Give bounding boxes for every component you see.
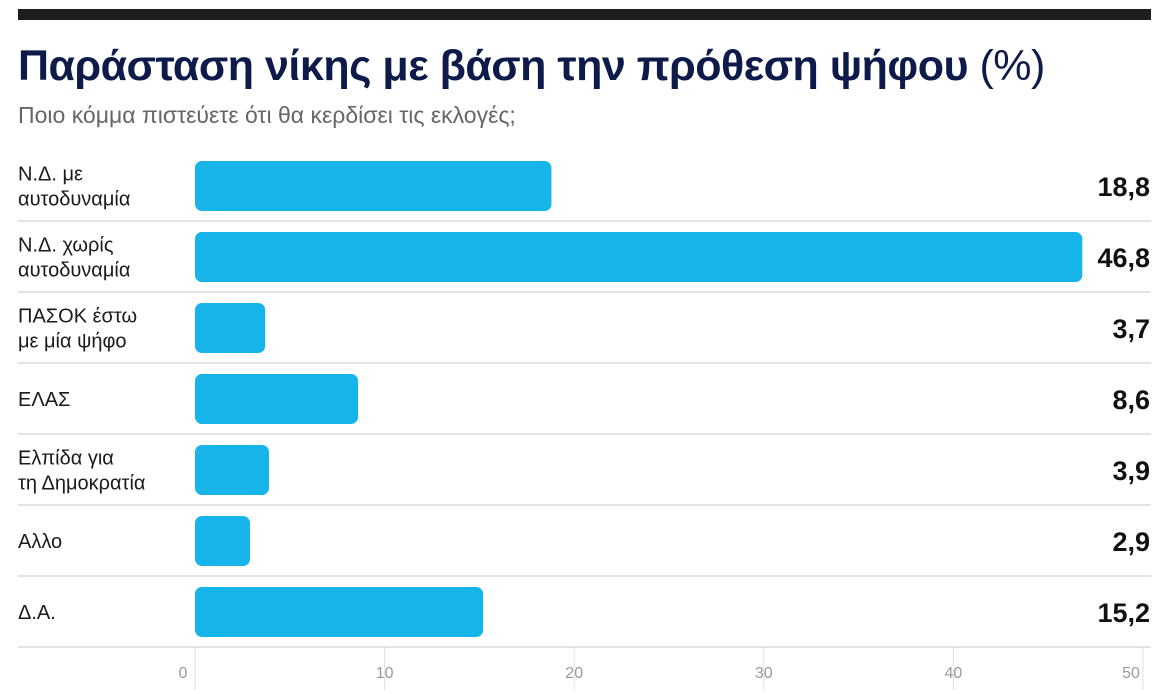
chart-subtitle: Ποιο κόμμα πιστεύετε ότι θα κερδίσει τις… (18, 102, 516, 128)
x-tick-label: 30 (755, 665, 773, 682)
value-label: 46,8 (1097, 243, 1150, 273)
category-label: Ελπίδα για τη Δημοκρατία (18, 448, 145, 495)
bar (195, 161, 552, 211)
bar (195, 587, 484, 637)
category-label-line: ΕΛΑΣ (18, 389, 70, 411)
chart-title-unit: (%) (979, 42, 1045, 90)
chart-title-text: Παράσταση νίκης με βάση την πρόθεση ψήφο… (18, 42, 968, 90)
category-label-line: Ελπίδα για (18, 448, 114, 470)
category-label: Ν.Δ. με αυτοδυναμία (18, 164, 130, 211)
value-label: 8,6 (1112, 385, 1150, 415)
x-tick-label: 20 (565, 665, 583, 682)
x-tick-label: 0 (179, 665, 188, 682)
x-tick-label: 10 (376, 665, 394, 682)
value-label: 2,9 (1112, 527, 1150, 557)
top-rule (18, 9, 1151, 20)
category-label-line: με μία ψήφο (18, 331, 127, 353)
value-label: 18,8 (1097, 172, 1150, 202)
x-tick-label: 40 (945, 665, 963, 682)
value-label: 3,9 (1112, 456, 1150, 486)
category-label-line: Δ.Α. (18, 602, 56, 624)
bar (195, 516, 250, 566)
value-label: 15,2 (1097, 598, 1150, 628)
x-tick-label: 50 (1122, 665, 1140, 682)
bar (195, 232, 1083, 282)
category-label: Αλλο (18, 531, 62, 553)
category-label: ΠΑΣΟΚ έστω με μία ψήφο (18, 306, 137, 353)
category-label-line: Ν.Δ. με (18, 164, 83, 186)
chart-title: Παράσταση νίκης με βάση την πρόθεση ψήφο… (18, 40, 1045, 92)
category-label-line: αυτοδυναμία (18, 189, 130, 211)
category-label-line: ΠΑΣΟΚ έστω (18, 306, 137, 328)
category-label: ΕΛΑΣ (18, 389, 70, 411)
bar (195, 374, 359, 424)
value-label: 3,7 (1112, 314, 1150, 344)
category-label: Δ.Α. (18, 602, 56, 624)
category-label: Ν.Δ. χωρίς αυτοδυναμία (18, 235, 130, 282)
category-label-line: Ν.Δ. χωρίς (18, 235, 114, 257)
category-label-line: τη Δημοκρατία (18, 473, 145, 495)
bar (195, 303, 266, 353)
bar (195, 445, 269, 495)
category-label-line: αυτοδυναμία (18, 260, 130, 282)
category-label-line: Αλλο (18, 531, 62, 553)
